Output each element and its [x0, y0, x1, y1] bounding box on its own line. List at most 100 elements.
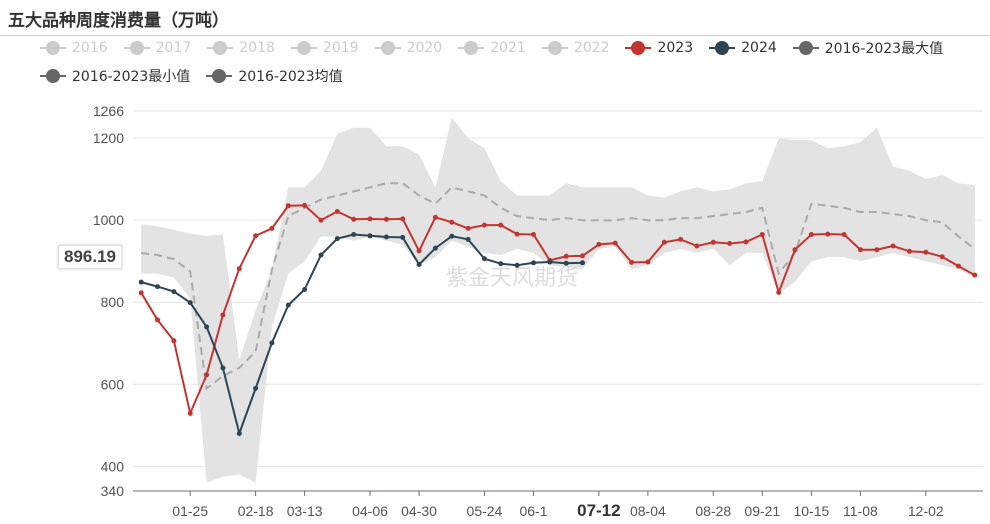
series-2023-point [629, 259, 635, 265]
legend-label: 2023 [657, 40, 694, 56]
series-2024-point [236, 431, 242, 436]
series-2024-point [449, 233, 455, 239]
legend-label: 2016-2023均值 [238, 69, 343, 85]
series-2023-point [416, 248, 422, 254]
x-tick-label: 04-30 [401, 503, 437, 519]
y-tick-label: 1000 [93, 212, 124, 228]
x-tick-label: 11-08 [843, 503, 878, 519]
page-title: 五大品种周度消费量（万吨） [8, 11, 229, 31]
series-2023-point [743, 239, 749, 245]
legend-item[interactable]: 2017 [123, 38, 191, 58]
y-axis-pointer-label: 896.19 [58, 245, 122, 269]
max-min-range-area [141, 117, 975, 483]
legend-label: 2016 [72, 40, 108, 56]
series-2023-point [596, 241, 602, 247]
series-2024-point [171, 289, 177, 295]
series-2024-point [138, 279, 144, 285]
series-2024-point [302, 287, 308, 292]
legend-swatch-icon [458, 41, 485, 55]
series-2024-point [155, 284, 160, 290]
series-2023-point [661, 239, 667, 245]
series-2023-point [678, 236, 684, 242]
series-2024-point [269, 340, 275, 346]
series-2023-point [956, 263, 961, 269]
y-tick-label: 340 [101, 483, 125, 499]
series-2024-line [140, 233, 583, 437]
x-tick-label: 01-25 [172, 503, 208, 519]
x-tick-label: 07-12 [577, 501, 620, 520]
series-2024-point [220, 365, 226, 371]
y-tick-label: 1200 [93, 130, 124, 146]
legend-item[interactable]: 2023 [625, 38, 693, 58]
series-2023-point [808, 232, 814, 237]
legend-swatch-icon [792, 41, 819, 55]
x-tick-label: 04-06 [352, 503, 388, 519]
legend-item[interactable]: 2018 [207, 38, 275, 58]
series-2023-point [825, 231, 831, 237]
series-2023-point [563, 253, 569, 259]
series-2023-point [645, 259, 651, 265]
watermark: 紫金天风期货 [446, 265, 578, 290]
series-2023-point [285, 203, 291, 209]
series-2023-point [367, 216, 373, 222]
series-2023-point [710, 239, 716, 245]
series-2024-point [498, 261, 504, 267]
series-2024-point [253, 385, 259, 391]
series-2023-point [432, 214, 438, 220]
legend-swatch-icon [709, 41, 736, 55]
legend-swatch-icon [206, 69, 233, 83]
series-2023-point [236, 266, 242, 272]
legend-label: 2016-2023最小值 [72, 69, 191, 85]
x-tick-label: 05-24 [467, 503, 503, 519]
series-2023-point [841, 232, 847, 237]
legend-item[interactable]: 2021 [458, 38, 526, 58]
series-2023-point [939, 254, 945, 260]
series-2023-point [890, 243, 896, 249]
series-2024-point [416, 262, 422, 267]
x-tick-label: 03-13 [287, 503, 323, 519]
series-2024-point [285, 302, 291, 308]
legend-swatch-icon [374, 41, 401, 55]
chart-legend: 2016 2017 2018 2019 2020 2021 2022 2023 2024 2016… [40, 38, 985, 86]
series-2024-point [547, 259, 553, 265]
series-2023-line [140, 204, 976, 417]
series-2023-point [383, 216, 389, 222]
legend-label: 2022 [573, 40, 610, 56]
y-tick-label: 400 [101, 458, 125, 474]
series-2023-point [220, 312, 226, 318]
legend-item[interactable]: 2016-2023最小值 [40, 66, 190, 86]
series-2024-point [187, 300, 193, 306]
series-2023-point [400, 216, 406, 222]
legend-label: 2018 [239, 40, 275, 56]
series-2024-point [531, 260, 536, 266]
max-min-band [141, 117, 975, 483]
series-2024-point [432, 245, 438, 251]
series-2023-point [792, 247, 798, 253]
legend-item[interactable]: 2020 [374, 38, 442, 58]
series-2023-point [874, 247, 880, 253]
legend-label: 2019 [322, 40, 359, 56]
series-2024-point [383, 234, 389, 240]
series-2023-point [906, 248, 912, 254]
series-2023-point [514, 231, 520, 237]
series-2024-point [580, 260, 585, 266]
x-tick-label: 06-1 [519, 503, 547, 519]
x-tick-label: 12-02 [908, 503, 944, 519]
series-2023-point [759, 232, 765, 237]
avg-series-line [141, 182, 976, 391]
series-2024-point [204, 324, 210, 330]
legend-item[interactable]: 2016-2023最大值 [792, 38, 943, 58]
legend-item[interactable]: 2019 [290, 38, 359, 58]
series-2023-point [694, 243, 700, 249]
x-tick-label: 02-18 [238, 503, 274, 519]
series-2023-point [334, 209, 340, 214]
legend-item[interactable]: 2022 [541, 38, 610, 58]
legend-item[interactable]: 2016-2023均值 [206, 66, 343, 86]
legend-item[interactable]: 2024 [709, 38, 777, 58]
legend-item[interactable]: 2016 [40, 38, 108, 58]
y-tick-label: 600 [101, 376, 125, 392]
legend-swatch-icon [123, 41, 150, 55]
series-2023-point [481, 222, 487, 228]
series-2024-point [400, 234, 406, 240]
